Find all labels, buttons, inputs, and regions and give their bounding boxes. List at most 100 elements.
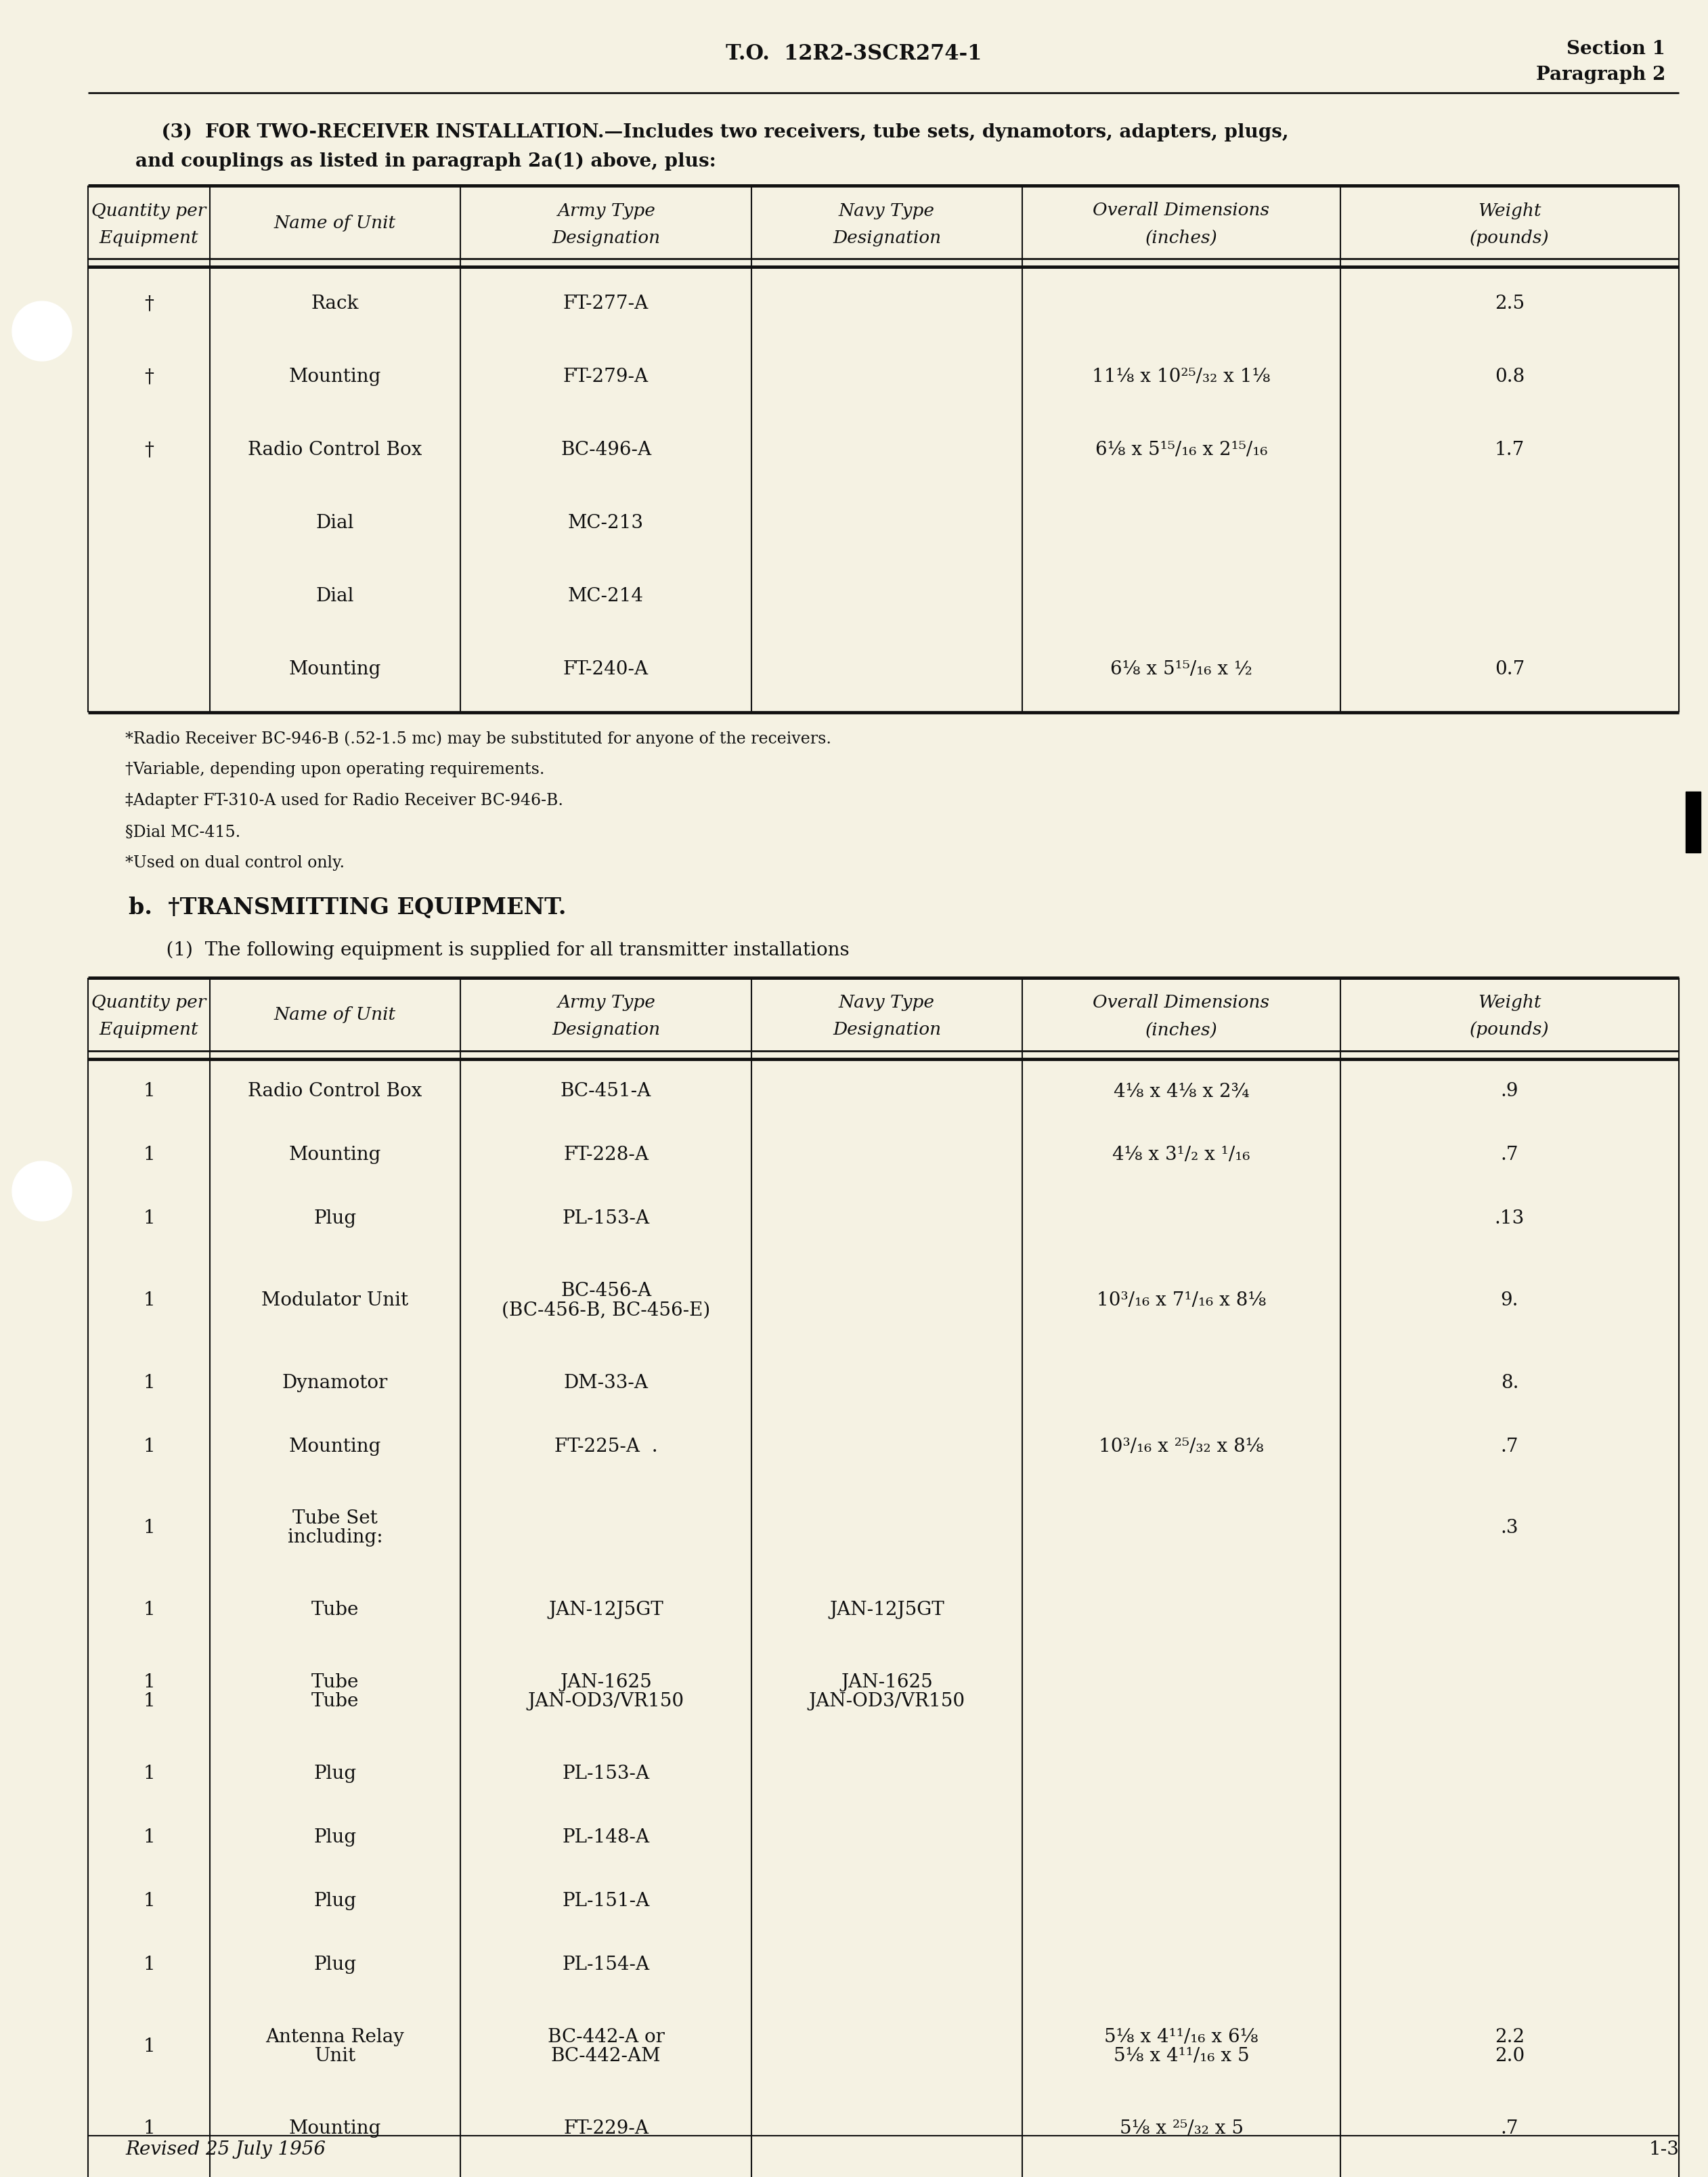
Text: 1: 1 — [143, 1437, 155, 1454]
Text: Designation: Designation — [832, 1021, 941, 1038]
Text: 6⅛ x 5¹⁵/₁₆ x ½: 6⅛ x 5¹⁵/₁₆ x ½ — [1110, 660, 1252, 679]
Text: Name of Unit: Name of Unit — [273, 213, 396, 231]
Text: Designation: Designation — [552, 1021, 659, 1038]
Text: (3)  FOR TWO-RECEIVER INSTALLATION.—Includes two receivers, tube sets, dynamotor: (3) FOR TWO-RECEIVER INSTALLATION.—Inclu… — [135, 122, 1290, 142]
Text: and couplings as listed in paragraph 2a(1) above, plus:: and couplings as listed in paragraph 2a(… — [135, 152, 716, 170]
Text: †: † — [143, 368, 154, 385]
Text: 1: 1 — [143, 1955, 155, 1975]
Text: 0.8: 0.8 — [1494, 368, 1525, 385]
Text: 0.7: 0.7 — [1494, 660, 1525, 679]
Text: 1: 1 — [143, 1600, 155, 1620]
Text: Plug: Plug — [314, 1892, 357, 1909]
Text: MC-213: MC-213 — [569, 514, 644, 533]
Text: 8.: 8. — [1501, 1374, 1518, 1391]
Text: Rack: Rack — [311, 294, 359, 313]
Text: 1: 1 — [143, 1520, 155, 1537]
Text: Name of Unit: Name of Unit — [273, 1006, 396, 1023]
Text: Mounting: Mounting — [289, 368, 381, 385]
Text: T.O.  12R2-3SCR274-1: T.O. 12R2-3SCR274-1 — [726, 44, 982, 65]
Text: Mounting: Mounting — [289, 2118, 381, 2138]
Text: 1: 1 — [143, 1145, 155, 1165]
Text: Overall Dimensions: Overall Dimensions — [1093, 995, 1269, 1010]
Text: 1: 1 — [143, 1763, 155, 1783]
Text: .7: .7 — [1501, 1437, 1518, 1454]
Text: .7: .7 — [1501, 1145, 1518, 1165]
Text: (inches): (inches) — [1144, 229, 1218, 246]
Text: Weight: Weight — [1477, 995, 1541, 1010]
Text: .3: .3 — [1501, 1520, 1518, 1537]
Text: Antenna Relay: Antenna Relay — [266, 2027, 405, 2046]
Text: 4⅛ x 4⅛ x 2¾: 4⅛ x 4⅛ x 2¾ — [1114, 1082, 1249, 1099]
Text: 2.2: 2.2 — [1494, 2027, 1525, 2046]
Text: .9: .9 — [1501, 1082, 1518, 1099]
Text: 2.0: 2.0 — [1494, 2046, 1525, 2066]
Text: Plug: Plug — [314, 1829, 357, 1846]
Text: 1: 1 — [143, 1374, 155, 1391]
Text: 1: 1 — [143, 2118, 155, 2138]
Text: Tube: Tube — [311, 1692, 359, 1711]
Text: Quantity per: Quantity per — [92, 995, 207, 1010]
Text: §Dial MC-415.: §Dial MC-415. — [125, 825, 241, 840]
Text: 1: 1 — [143, 1291, 155, 1311]
Text: Mounting: Mounting — [289, 1145, 381, 1165]
Text: DM-33-A: DM-33-A — [564, 1374, 649, 1391]
Text: 9.: 9. — [1501, 1291, 1518, 1311]
Text: Equipment: Equipment — [99, 1021, 198, 1038]
Text: (pounds): (pounds) — [1471, 1021, 1549, 1038]
Text: FT-279-A: FT-279-A — [564, 368, 649, 385]
Text: 1: 1 — [143, 1082, 155, 1099]
Text: 1.7: 1.7 — [1494, 442, 1525, 459]
Text: Army Type: Army Type — [557, 202, 654, 220]
Text: PL-154-A: PL-154-A — [562, 1955, 649, 1975]
Text: .13: .13 — [1494, 1210, 1525, 1228]
Text: Navy Type: Navy Type — [839, 995, 934, 1010]
Text: 6⅛ x 5¹⁵/₁₆ x 2¹⁵/₁₆: 6⅛ x 5¹⁵/₁₆ x 2¹⁵/₁₆ — [1095, 442, 1267, 459]
Text: BC-456-A: BC-456-A — [560, 1282, 651, 1300]
Text: BC-442-AM: BC-442-AM — [552, 2046, 661, 2066]
Text: †: † — [143, 294, 154, 313]
Text: Army Type: Army Type — [557, 995, 654, 1010]
Text: Tube Set: Tube Set — [292, 1509, 377, 1528]
Text: JAN-OD3/VR150: JAN-OD3/VR150 — [808, 1692, 965, 1711]
Text: 10³/₁₆ x 7¹/₁₆ x 8⅛: 10³/₁₆ x 7¹/₁₆ x 8⅛ — [1097, 1291, 1266, 1311]
Text: Revised 25 July 1956: Revised 25 July 1956 — [125, 2140, 326, 2157]
Text: (pounds): (pounds) — [1471, 229, 1549, 246]
Text: †Variable, depending upon operating requirements.: †Variable, depending upon operating requ… — [125, 762, 545, 777]
Text: FT-229-A: FT-229-A — [564, 2118, 649, 2138]
Text: PL-153-A: PL-153-A — [562, 1763, 649, 1783]
Text: *Used on dual control only.: *Used on dual control only. — [125, 856, 345, 871]
Text: Dynamotor: Dynamotor — [282, 1374, 388, 1391]
Text: Dial: Dial — [316, 514, 354, 533]
Text: FT-225-A  .: FT-225-A . — [553, 1437, 658, 1454]
Text: .7: .7 — [1501, 2118, 1518, 2138]
Text: Section 1: Section 1 — [1566, 41, 1665, 59]
Text: Unit: Unit — [314, 2046, 355, 2066]
Text: 1: 1 — [143, 1692, 155, 1711]
Text: Modulator Unit: Modulator Unit — [261, 1291, 408, 1311]
Text: Dial: Dial — [316, 588, 354, 605]
Text: Equipment: Equipment — [99, 229, 198, 246]
Text: Quantity per: Quantity per — [92, 202, 207, 220]
Text: 11⅛ x 10²⁵/₃₂ x 1⅛: 11⅛ x 10²⁵/₃₂ x 1⅛ — [1091, 368, 1271, 385]
Text: 4⅛ x 3¹/₂ x ¹/₁₆: 4⅛ x 3¹/₂ x ¹/₁₆ — [1112, 1145, 1250, 1165]
Text: 10³/₁₆ x ²⁵/₃₂ x 8⅛: 10³/₁₆ x ²⁵/₃₂ x 8⅛ — [1098, 1437, 1264, 1454]
Circle shape — [12, 303, 72, 361]
Text: Mounting: Mounting — [289, 660, 381, 679]
Text: Paragraph 2: Paragraph 2 — [1535, 65, 1665, 83]
Text: FT-228-A: FT-228-A — [564, 1145, 649, 1165]
Circle shape — [12, 1163, 72, 1221]
Text: Weight: Weight — [1477, 202, 1541, 220]
Bar — [1686, 792, 1701, 853]
Text: *Radio Receiver BC-946-B (.52-1.5 mc) may be substituted for anyone of the recei: *Radio Receiver BC-946-B (.52-1.5 mc) ma… — [125, 731, 832, 747]
Text: PL-148-A: PL-148-A — [562, 1829, 649, 1846]
Text: Radio Control Box: Radio Control Box — [248, 1082, 422, 1099]
Text: ‡Adapter FT-310-A used for Radio Receiver BC-946-B.: ‡Adapter FT-310-A used for Radio Receive… — [125, 792, 564, 808]
Text: Tube: Tube — [311, 1674, 359, 1692]
Text: FT-277-A: FT-277-A — [564, 294, 649, 313]
Text: 5⅛ x ²⁵/₃₂ x 5: 5⅛ x ²⁵/₃₂ x 5 — [1119, 2118, 1243, 2138]
Text: Plug: Plug — [314, 1955, 357, 1975]
Text: BC-442-A or: BC-442-A or — [547, 2027, 664, 2046]
Text: Plug: Plug — [314, 1210, 357, 1228]
Text: 1-3: 1-3 — [1648, 2140, 1679, 2157]
Text: Navy Type: Navy Type — [839, 202, 934, 220]
